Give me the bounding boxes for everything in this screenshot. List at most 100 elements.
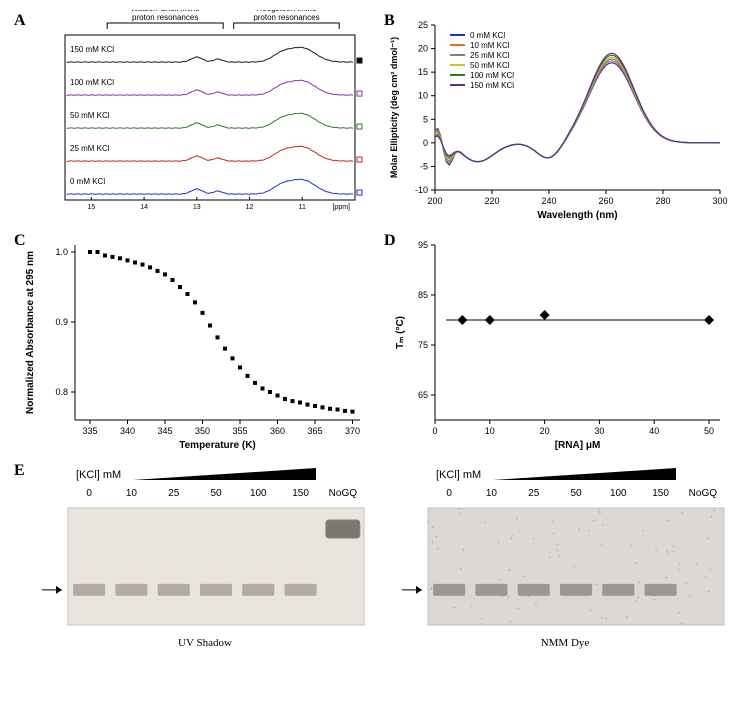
svg-text:1.0: 1.0 — [55, 247, 68, 257]
svg-text:150 mM KCl: 150 mM KCl — [70, 45, 114, 54]
svg-text:65: 65 — [418, 390, 428, 400]
row-cd: C 335 340 345 350 355 360 365 370 0.8 0.9 1.0 Tempe… — [10, 230, 734, 450]
svg-text:0: 0 — [432, 426, 437, 436]
gel-right-caption: NMM Dye — [400, 637, 730, 649]
svg-text:5: 5 — [423, 114, 428, 124]
svg-text:0: 0 — [423, 138, 428, 148]
svg-text:50 mM KCl: 50 mM KCl — [470, 61, 510, 70]
svg-text:240: 240 — [541, 196, 556, 206]
svg-text:25: 25 — [168, 488, 180, 499]
svg-text:10: 10 — [418, 91, 428, 101]
svg-text:25 mM KCl: 25 mM KCl — [470, 51, 510, 60]
svg-text:100: 100 — [610, 488, 627, 499]
svg-text:340: 340 — [120, 426, 135, 436]
svg-text:Tₘ (°C): Tₘ (°C) — [395, 316, 406, 349]
row-e: [KCl] mM0102550100150NoGQ UV Shadow [KCl… — [10, 460, 734, 649]
svg-text:100: 100 — [250, 488, 267, 499]
svg-text:20: 20 — [540, 426, 550, 436]
gel-left: [KCl] mM 0 10 25 50 100 150 NoGQ — [40, 460, 370, 635]
svg-text:0.8: 0.8 — [55, 387, 68, 397]
svg-text:40: 40 — [649, 426, 659, 436]
svg-text:355: 355 — [232, 426, 247, 436]
svg-text:10 mM KCl: 10 mM KCl — [470, 41, 510, 50]
svg-text:85: 85 — [418, 290, 428, 300]
svg-text:50: 50 — [570, 488, 582, 499]
svg-text:50: 50 — [210, 488, 222, 499]
svg-text:-5: -5 — [420, 161, 428, 171]
svg-text:150: 150 — [652, 488, 669, 499]
panel-d-label: D — [384, 232, 396, 250]
svg-text:100 mM KCl: 100 mM KCl — [70, 78, 114, 87]
svg-text:220: 220 — [484, 196, 499, 206]
svg-text:25 mM KCl: 25 mM KCl — [70, 144, 110, 153]
svg-text:-10: -10 — [415, 185, 428, 195]
gel-right-wrap: [KCl] mM 0 10 25 50 100 150 NoGQ NMM Dye — [400, 460, 730, 649]
svg-text:350: 350 — [195, 426, 210, 436]
svg-text:280: 280 — [655, 196, 670, 206]
svg-text:Wavelength (nm): Wavelength (nm) — [537, 210, 617, 220]
svg-text:15: 15 — [87, 204, 95, 211]
figure-root: A 1514131211[ppm]Watson-Crick iminoproto… — [10, 10, 734, 649]
gel-left-wrap: [KCl] mM 0 10 25 50 100 150 NoGQ UV Shadow — [40, 460, 370, 649]
svg-text:NoGQ: NoGQ — [689, 488, 718, 499]
panel-c-label: C — [14, 232, 26, 250]
svg-text:75: 75 — [418, 340, 428, 350]
panel-c-chart: 335 340 345 350 355 360 365 370 0.8 0.9 1.0 Tempera… — [10, 230, 370, 450]
panel-b-chart: 200 220 240 260 280 300 -10 -5 0 5 10 15 20 25 Wavelen… — [380, 10, 734, 220]
svg-text:0: 0 — [446, 488, 452, 499]
svg-text:0 mM KCl: 0 mM KCl — [470, 31, 505, 40]
svg-text:[ppm]: [ppm] — [332, 204, 350, 211]
svg-text:25: 25 — [418, 20, 428, 30]
svg-text:[KCl] mM: [KCl] mM — [436, 469, 481, 481]
svg-text:300: 300 — [712, 196, 727, 206]
svg-text:13: 13 — [193, 204, 201, 211]
panel-a-label: A — [14, 12, 26, 30]
panel-b: B 200 220 240 260 280 300 -10 -5 0 5 10 15 20 25 Wavel… — [380, 10, 734, 220]
svg-text:0.9: 0.9 — [55, 317, 68, 327]
svg-text:10: 10 — [126, 488, 138, 499]
svg-text:365: 365 — [307, 426, 322, 436]
panel-e: E [KCl] mM0102550100150NoGQ UV Shadow [K… — [10, 460, 734, 649]
svg-text:Molar Ellipticity (deg cm² dmo: Molar Ellipticity (deg cm² dmol⁻¹) — [389, 37, 399, 178]
row-ab: A 1514131211[ppm]Watson-Crick iminoproto… — [10, 10, 734, 220]
svg-text:10: 10 — [485, 426, 495, 436]
svg-text:12: 12 — [246, 204, 254, 211]
svg-text:proton resonances: proton resonances — [253, 13, 319, 22]
svg-text:11: 11 — [299, 204, 306, 211]
svg-text:14: 14 — [140, 204, 148, 211]
svg-text:335: 335 — [82, 426, 97, 436]
svg-text:345: 345 — [157, 426, 172, 436]
svg-text:370: 370 — [345, 426, 360, 436]
panel-e-label: E — [14, 462, 25, 480]
svg-text:10: 10 — [486, 488, 498, 499]
panel-c: C 335 340 345 350 355 360 365 370 0.8 0.9 1.0 Tempe… — [10, 230, 370, 450]
svg-text:[KCl] mM: [KCl] mM — [76, 469, 121, 481]
svg-text:20: 20 — [418, 44, 428, 54]
svg-text:50 mM KCl: 50 mM KCl — [70, 111, 110, 120]
svg-text:proton resonances: proton resonances — [132, 13, 198, 22]
svg-text:95: 95 — [418, 240, 428, 250]
svg-text:[RNA] μM: [RNA] μM — [555, 440, 601, 450]
gel-right: [KCl] mM 0 10 25 50 100 150 NoGQ — [400, 460, 730, 635]
panel-b-label: B — [384, 12, 395, 30]
panel-d: D 0 10 20 30 40 50 65 75 85 95 [RNA] μM Tₘ (°C) — [380, 230, 734, 450]
svg-text:25: 25 — [528, 488, 540, 499]
svg-text:Normalized Absorbance at 295 n: Normalized Absorbance at 295 nm — [25, 251, 36, 414]
svg-text:0: 0 — [86, 488, 92, 499]
svg-text:260: 260 — [598, 196, 613, 206]
panel-a: A 1514131211[ppm]Watson-Crick iminoproto… — [10, 10, 370, 220]
svg-text:360: 360 — [270, 426, 285, 436]
svg-text:0 mM KCl: 0 mM KCl — [70, 177, 105, 186]
svg-text:150 mM KCl: 150 mM KCl — [470, 81, 514, 90]
svg-text:NoGQ: NoGQ — [329, 488, 358, 499]
svg-text:Temperature (K): Temperature (K) — [179, 440, 256, 450]
svg-text:15: 15 — [418, 67, 428, 77]
svg-text:50: 50 — [704, 426, 714, 436]
svg-text:30: 30 — [594, 426, 604, 436]
panel-d-chart: 0 10 20 30 40 50 65 75 85 95 [RNA] μM Tₘ (°C) — [380, 230, 734, 450]
panel-a-chart: 1514131211[ppm]Watson-Crick iminoproton … — [10, 10, 370, 220]
svg-text:100 mM KCl: 100 mM KCl — [470, 71, 514, 80]
gel-left-caption: UV Shadow — [40, 637, 370, 649]
svg-text:150: 150 — [292, 488, 309, 499]
svg-text:200: 200 — [427, 196, 442, 206]
